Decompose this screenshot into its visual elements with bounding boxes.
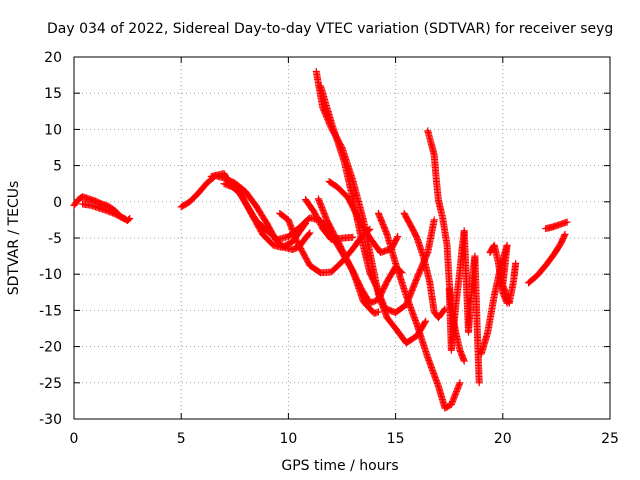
- data-point: [393, 234, 401, 242]
- chart-title: Day 034 of 2022, Sidereal Day-to-day VTE…: [47, 21, 613, 37]
- data-point: [306, 229, 314, 237]
- series-arc-f: [276, 209, 374, 277]
- data-point: [394, 233, 402, 241]
- data-point: [456, 379, 464, 387]
- y-tick-label: -15: [39, 303, 62, 319]
- data-point: [563, 218, 571, 226]
- y-axis-label: SDTVAR / TECUs: [6, 181, 22, 296]
- data-point: [561, 230, 569, 238]
- data-point: [120, 215, 128, 223]
- data-point: [305, 230, 313, 238]
- data-point: [503, 299, 511, 307]
- series-arc-l: [374, 209, 464, 412]
- data-point: [349, 233, 357, 241]
- x-tick-label: 25: [601, 431, 619, 447]
- data-point: [421, 319, 429, 327]
- series-arc-s: [542, 218, 571, 233]
- series-arc-o: [445, 227, 483, 387]
- y-tick-label: -30: [39, 412, 62, 428]
- data-point: [512, 259, 520, 267]
- y-tick-label: 5: [53, 159, 62, 175]
- y-tick-label: 0: [53, 195, 62, 211]
- series-arc-r: [525, 230, 569, 287]
- series-arc-q: [486, 241, 511, 307]
- y-tick-label: -20: [39, 340, 62, 356]
- data-point: [422, 317, 430, 325]
- data-point: [374, 308, 382, 316]
- data-point: [475, 379, 483, 387]
- data-point: [460, 357, 468, 365]
- y-tick-label: 10: [44, 122, 62, 138]
- y-tick-label: -5: [48, 231, 62, 247]
- series-arc-n: [424, 127, 468, 365]
- y-tick-label: -10: [39, 267, 62, 283]
- y-tick-label: -25: [39, 376, 62, 392]
- data-marks: [70, 67, 571, 412]
- y-tick-label: 20: [44, 50, 62, 66]
- x-tick-label: 5: [177, 431, 186, 447]
- series-arc-m: [400, 209, 449, 322]
- x-tick-label: 20: [494, 431, 512, 447]
- axis-ticks: 0 5 10 15 20 25 -30 -25 -20 -15 -10 -5 0 5 10 15 20: [39, 50, 619, 447]
- data-point: [121, 215, 129, 223]
- x-tick-label: 10: [279, 431, 297, 447]
- data-point: [430, 216, 438, 224]
- x-tick-label: 15: [387, 431, 405, 447]
- x-tick-label: 0: [70, 431, 79, 447]
- series-arc-k: [317, 82, 438, 317]
- data-point: [440, 306, 448, 314]
- y-tick-label: 15: [44, 86, 62, 102]
- data-point: [560, 232, 568, 240]
- series-arc-b: [79, 200, 129, 223]
- x-axis-label: GPS time / hours: [281, 458, 398, 474]
